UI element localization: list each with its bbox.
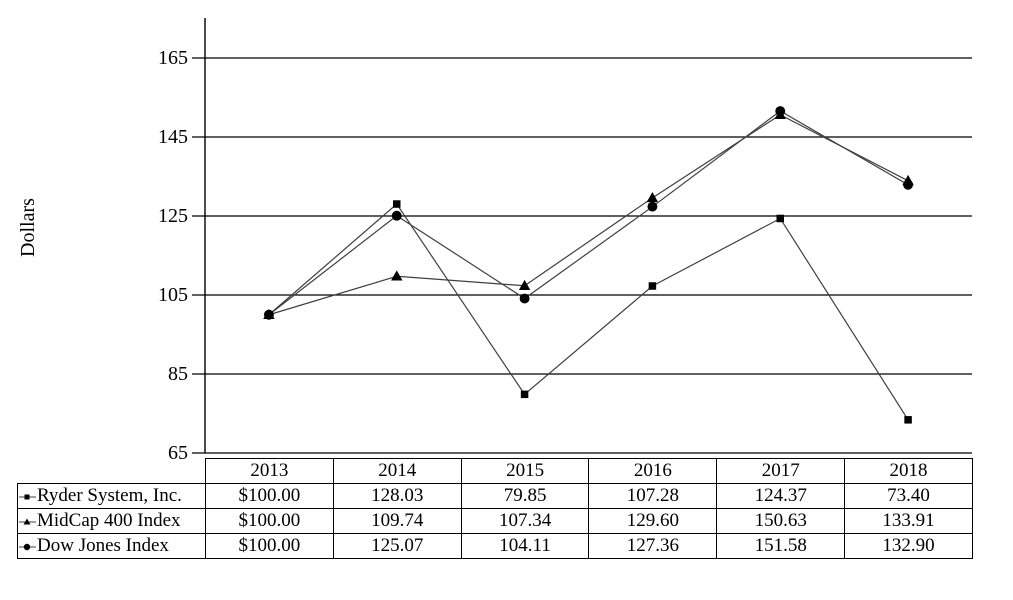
table-corner-blank (18, 459, 206, 484)
data-point-circle-2014 (391, 210, 402, 221)
series-label: Ryder System, Inc. (17, 483, 206, 509)
value-cell-2014: 128.03 (332, 483, 462, 509)
value-cell-2017: 151.58 (716, 533, 846, 559)
value-cell-2017: 150.63 (716, 508, 846, 534)
y-tick-label-125: 125 (158, 205, 188, 227)
data-point-square-2015 (520, 390, 529, 399)
value-cell-2018: 73.40 (844, 483, 973, 509)
y-tick-label-105: 105 (158, 284, 188, 306)
series-name-text: MidCap 400 Index (37, 510, 181, 531)
table-row: Ryder System, Inc. $100.00 128.03 79.85 107.… (17, 483, 973, 509)
value-cell-2013: $100.00 (205, 533, 334, 559)
value-cell-2013: $100.00 (205, 483, 334, 509)
series-line-circle (268, 110, 909, 316)
value-cell-2015: 79.85 (460, 483, 590, 509)
data-point-circle-2015 (519, 293, 530, 304)
y-tick-label-65: 65 (168, 442, 188, 464)
y-axis-title-text: Dollars (16, 198, 39, 257)
legend-square-icon (19, 494, 36, 500)
series-name-text: Dow Jones Index (37, 535, 169, 556)
value-cell-2018: 132.90 (844, 533, 973, 559)
series-label: Dow Jones Index (17, 533, 206, 559)
data-point-square-2018 (904, 416, 912, 424)
year-header-2013: 2013 (205, 458, 334, 484)
year-header-2014: 2014 (332, 458, 462, 484)
series-name-text: Ryder System, Inc. (37, 485, 182, 506)
y-tick-label-145: 145 (158, 126, 188, 148)
data-point-triangle-2015 (518, 279, 531, 291)
y-tick-label-165: 165 (158, 47, 188, 69)
value-cell-2016: 127.36 (588, 533, 718, 559)
table-row: Dow Jones Index $100.00 125.07 104.11 127.36… (17, 533, 973, 559)
year-header-2015: 2015 (460, 458, 590, 484)
value-cell-2015: 104.11 (460, 533, 590, 559)
data-point-circle-2017 (775, 106, 786, 116)
data-table-legend: 2013 2014 2015 2016 2017 2018 Ryder System, In… (17, 458, 973, 559)
series-label: MidCap 400 Index (17, 508, 206, 534)
data-point-triangle-2014 (391, 270, 403, 281)
data-point-triangle-2016 (646, 191, 659, 203)
data-point-circle-2013 (263, 309, 274, 320)
value-cell-2018: 133.91 (844, 508, 973, 534)
table-header-row: 2013 2014 2015 2016 2017 2018 (18, 458, 973, 484)
table-row: MidCap 400 Index $100.00 109.74 107.34 129.6… (17, 508, 973, 534)
year-header-2017: 2017 (716, 458, 846, 484)
value-cell-2015: 107.34 (460, 508, 590, 534)
value-cell-2016: 107.28 (588, 483, 718, 509)
value-cell-2014: 125.07 (332, 533, 462, 559)
year-header-2018: 2018 (844, 458, 973, 484)
year-header-2016: 2016 (588, 458, 718, 484)
series-line-triangle (268, 114, 909, 316)
data-point-square-2017 (776, 214, 784, 223)
legend-triangle-icon (19, 518, 36, 525)
value-cell-2017: 124.37 (716, 483, 846, 509)
series-line-square (268, 203, 909, 421)
value-cell-2013: $100.00 (205, 508, 334, 534)
y-tick-label-85: 85 (168, 363, 188, 385)
value-cell-2014: 109.74 (332, 508, 462, 534)
data-point-circle-2016 (647, 201, 658, 212)
y-axis-title: Dollars (6, 155, 50, 300)
data-point-circle-2018 (903, 179, 914, 190)
data-point-square-2016 (648, 282, 657, 290)
value-cell-2016: 129.60 (588, 508, 718, 534)
data-point-square-2014 (393, 200, 401, 208)
legend-circle-icon (19, 543, 36, 550)
